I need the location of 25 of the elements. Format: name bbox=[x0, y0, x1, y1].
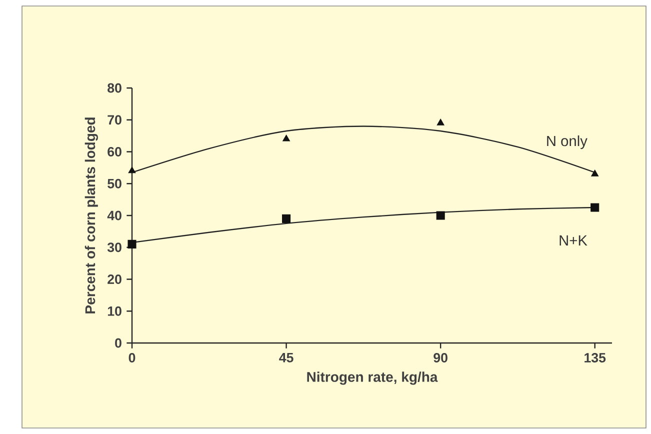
y-tick-label: 40 bbox=[107, 210, 122, 220]
y-tick-label: 70 bbox=[108, 115, 122, 125]
x-tick-label: 0 bbox=[128, 353, 136, 362]
y-tick-label: 50 bbox=[108, 178, 122, 188]
y-tick-label: 30 bbox=[107, 242, 122, 252]
x-tick-label: 90 bbox=[434, 353, 448, 362]
y-tick-label: 80 bbox=[108, 83, 122, 93]
point bbox=[436, 211, 445, 220]
y-tick-label: 60 bbox=[108, 147, 122, 156]
point bbox=[282, 214, 291, 223]
y-axis-title: Percent of corn plants lodged bbox=[84, 118, 98, 314]
y-tick-label: 0 bbox=[115, 338, 122, 348]
point bbox=[282, 134, 290, 142]
point bbox=[591, 170, 599, 176]
series-label: N+K bbox=[560, 235, 588, 246]
x-tick-label: 45 bbox=[279, 353, 294, 362]
point bbox=[436, 118, 444, 126]
x-tick-label: 135 bbox=[584, 353, 606, 362]
point bbox=[128, 240, 136, 248]
point bbox=[128, 166, 136, 174]
y-tick-label: 10 bbox=[108, 306, 122, 316]
point bbox=[590, 203, 600, 212]
x-axis-title: Nitrogen rate, kg/ha bbox=[307, 372, 438, 385]
y-tick-label: 20 bbox=[108, 274, 122, 284]
series-label: N only bbox=[547, 135, 588, 150]
